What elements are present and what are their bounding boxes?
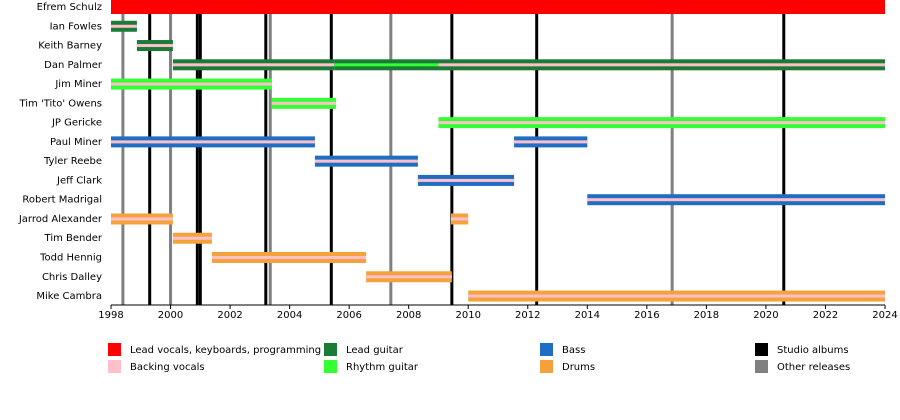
legend-swatch xyxy=(108,343,121,356)
member-bar-stripe xyxy=(172,63,335,67)
member-bar-stripe xyxy=(366,275,452,279)
member-label: Tyler Reebe xyxy=(43,156,102,167)
legend-swatch xyxy=(324,343,337,356)
member-label: Ian Fowles xyxy=(50,21,102,32)
x-tick-label: 2008 xyxy=(396,310,421,321)
member-label: Mike Cambra xyxy=(36,291,102,302)
legend-label: Lead vocals, keyboards, programming xyxy=(130,345,321,356)
x-tick-label: 2016 xyxy=(634,310,659,321)
legend-label: Other releases xyxy=(777,362,850,373)
member-bar-stripe xyxy=(514,140,588,144)
member-bar-stripe xyxy=(450,217,469,221)
member-bar-stripe xyxy=(334,63,439,67)
x-tick-label: 2012 xyxy=(515,310,540,321)
member-bar xyxy=(111,0,885,14)
member-bar-stripe xyxy=(271,101,337,105)
member-label: Jeff Clark xyxy=(56,175,102,186)
x-tick-label: 2014 xyxy=(575,310,600,321)
member-label: Dan Palmer xyxy=(44,60,103,71)
legend-label: Backing vocals xyxy=(130,362,205,373)
legend-label: Bass xyxy=(562,345,585,356)
member-label: Tim 'Tito' Owens xyxy=(18,98,102,109)
member-bar-stripe xyxy=(111,140,315,144)
member-bar-stripe xyxy=(587,198,885,202)
member-bar-stripe xyxy=(417,178,515,182)
x-tick-label: 2006 xyxy=(336,310,361,321)
member-label: Chris Dalley xyxy=(42,272,102,283)
x-tick-label: 2022 xyxy=(813,310,838,321)
x-tick-label: 2018 xyxy=(694,310,719,321)
legend-label: Drums xyxy=(562,362,595,373)
member-label: Tim Bender xyxy=(44,233,103,244)
x-tick-label: 2004 xyxy=(277,310,302,321)
member-label: Paul Miner xyxy=(50,137,103,148)
member-label: Jarrod Alexander xyxy=(18,214,103,225)
legend-label: Rhythm guitar xyxy=(346,362,419,373)
legend-swatch xyxy=(755,360,768,373)
member-bar-stripe xyxy=(111,217,173,221)
legend-label: Lead guitar xyxy=(346,345,404,356)
member-bar-stripe xyxy=(468,294,885,298)
member-bar-stripe xyxy=(111,24,137,28)
member-label: Robert Madrigal xyxy=(22,195,102,206)
x-tick-label: 2000 xyxy=(158,310,183,321)
x-tick-label: 2002 xyxy=(217,310,242,321)
member-bar-stripe xyxy=(172,236,212,240)
legend-label: Studio albums xyxy=(777,345,849,356)
member-bar-stripe xyxy=(136,44,173,48)
x-tick-label: 2010 xyxy=(456,310,481,321)
x-tick-label: 2020 xyxy=(753,310,778,321)
legend-swatch xyxy=(324,360,337,373)
member-label: JP Gericke xyxy=(51,118,102,129)
member-label: Keith Barney xyxy=(38,41,102,52)
legend-swatch xyxy=(540,343,553,356)
member-label: Efrem Schulz xyxy=(37,2,102,13)
legend-swatch xyxy=(540,360,553,373)
member-bar-stripe xyxy=(211,256,367,260)
member-bar-stripe xyxy=(438,121,885,125)
member-label: Todd Hennig xyxy=(39,253,102,264)
x-tick-label: 1998 xyxy=(98,310,123,321)
member-bar-stripe xyxy=(111,82,272,86)
member-bar-stripe xyxy=(314,159,418,163)
member-bar-stripe xyxy=(438,63,885,67)
legend-swatch xyxy=(108,360,121,373)
legend-swatch xyxy=(755,343,768,356)
x-tick-label: 2024 xyxy=(872,310,897,321)
member-label: Jim Miner xyxy=(54,79,103,90)
